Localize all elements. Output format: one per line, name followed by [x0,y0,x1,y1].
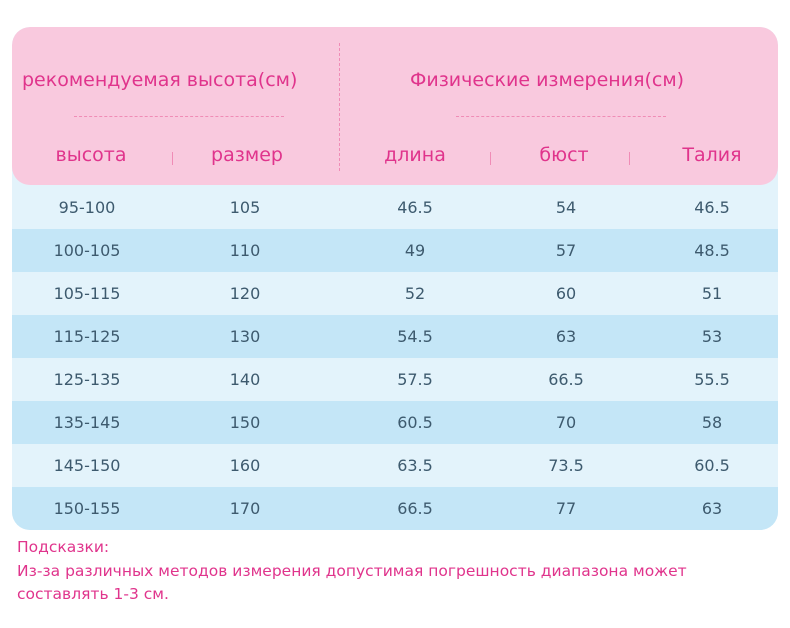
column-header-size: размер [211,144,283,166]
vertical-dashed-divider [339,43,340,171]
cell-bust: 63 [555,327,577,346]
table-header: рекомендуемая высота(см) Физические изме… [12,27,778,185]
cell-length: 54.5 [397,327,433,346]
table-row: 115-125 130 54.5 63 53 [12,315,778,358]
cell-size: 170 [229,499,261,518]
cell-height: 105-115 [53,284,121,303]
cell-size: 105 [229,197,261,217]
group-title-body-measurements: Физические измерения(см) [410,69,685,91]
column-header-length: длина [384,144,446,166]
table-row: 100-105 110 49 57 48.5 [12,229,778,272]
cell-length: 66.5 [397,499,433,518]
cell-waist: 58 [701,413,723,432]
cell-size: 130 [229,327,261,346]
note-title: Подсказки: [17,538,110,556]
cell-height: 135-145 [53,413,121,432]
cell-waist: 63 [701,499,723,518]
cell-bust: 57 [555,241,577,260]
cell-size: 160 [229,456,261,475]
column-header-bust: бюст [539,144,589,166]
cell-height: 95-100 [58,197,116,217]
cell-bust: 70 [555,413,577,432]
cell-size: 120 [229,284,261,303]
cell-waist: 48.5 [694,241,730,260]
column-separator [490,152,491,165]
column-header-waist: Талия [682,144,742,166]
cell-height: 125-135 [53,370,121,389]
cell-waist: 55.5 [694,370,730,389]
cell-length: 57.5 [397,370,433,389]
table-row: 125-135 140 57.5 66.5 55.5 [12,358,778,401]
table-row: 150-155 170 66.5 77 63 [12,487,778,530]
cell-bust: 73.5 [548,456,584,475]
cell-waist: 46.5 [694,197,730,217]
cell-height: 145-150 [53,456,121,475]
cell-length: 49 [404,241,426,260]
table-row: 135-145 150 60.5 70 58 [12,401,778,444]
cell-length: 46.5 [397,197,433,217]
column-header-height: высота [55,144,127,166]
cell-height: 100-105 [53,241,121,260]
note-text-line-1: Из-за различных методов измерения допуст… [17,562,687,580]
cell-waist: 60.5 [694,456,730,475]
cell-bust: 66.5 [548,370,584,389]
cell-bust: 54 [555,197,577,217]
cell-height: 115-125 [53,327,121,346]
dashed-divider-left [74,116,284,117]
cell-waist: 53 [701,327,723,346]
note-text-line-2: составлять 1-3 см. [17,585,169,603]
cell-length: 60.5 [397,413,433,432]
column-separator [629,152,630,165]
size-chart-table: рекомендуемая высота(см) Физические изме… [12,27,778,530]
cell-size: 150 [229,413,261,432]
cell-bust: 60 [555,284,577,303]
table-row: 95-100 105 46.5 54 46.5 [12,185,778,229]
cell-length: 52 [404,284,426,303]
table-row: 105-115 120 52 60 51 [12,272,778,315]
cell-size: 110 [229,241,261,260]
cell-waist: 51 [701,284,723,303]
cell-height: 150-155 [53,499,121,518]
cell-size: 140 [229,370,261,389]
group-title-recommended-height: рекомендуемая высота(см) [22,69,298,91]
dashed-divider-right [456,116,666,117]
cell-bust: 77 [555,499,577,518]
table-body: 95-100 105 46.5 54 46.5 100-105 110 49 5… [12,185,778,530]
table-row: 145-150 160 63.5 73.5 60.5 [12,444,778,487]
column-separator [172,152,173,165]
cell-length: 63.5 [397,456,433,475]
